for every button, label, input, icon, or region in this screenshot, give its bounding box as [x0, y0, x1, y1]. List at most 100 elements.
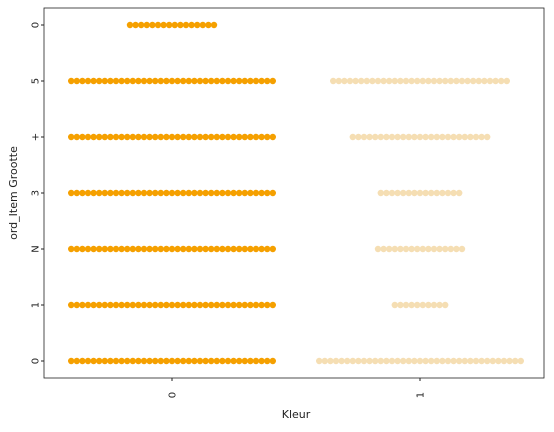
data-point	[168, 77, 176, 85]
data-point	[484, 357, 491, 365]
data-point	[96, 133, 103, 141]
data-point	[90, 245, 97, 253]
data-point	[442, 245, 449, 253]
data-point	[411, 133, 418, 141]
data-point	[408, 245, 415, 253]
data-points	[68, 21, 524, 365]
data-point	[252, 77, 260, 85]
data-point	[352, 77, 359, 85]
data-point	[194, 21, 201, 29]
data-point	[163, 245, 170, 253]
data-point	[467, 357, 474, 365]
data-point	[168, 357, 176, 365]
data-point	[132, 21, 139, 29]
data-point	[498, 77, 505, 85]
data-point	[202, 301, 209, 309]
data-point	[355, 133, 362, 141]
data-point	[383, 189, 390, 197]
data-point	[140, 245, 148, 253]
data-point	[185, 245, 192, 253]
data-point	[124, 245, 131, 253]
data-point	[90, 133, 97, 141]
data-point	[68, 357, 75, 365]
data-point	[338, 357, 345, 365]
data-point	[467, 133, 474, 141]
data-point	[152, 301, 159, 309]
data-point	[230, 245, 237, 253]
data-point	[96, 77, 103, 85]
data-point	[129, 245, 136, 253]
data-point	[478, 357, 485, 365]
data-point	[377, 189, 384, 197]
data-point	[185, 77, 192, 85]
data-point	[73, 301, 81, 309]
data-point	[135, 189, 142, 197]
data-point	[372, 357, 379, 365]
data-point	[219, 301, 226, 309]
data-point	[129, 77, 136, 85]
data-point	[442, 301, 449, 309]
data-point	[377, 133, 384, 141]
data-point	[124, 357, 131, 365]
data-point	[191, 301, 198, 309]
data-point	[349, 133, 356, 141]
data-point	[101, 357, 109, 365]
data-point	[174, 77, 181, 85]
data-point	[247, 301, 254, 309]
data-point	[208, 189, 215, 197]
data-point	[394, 133, 401, 141]
data-point	[241, 133, 248, 141]
data-point	[383, 133, 390, 141]
data-point	[208, 245, 215, 253]
data-point	[230, 189, 237, 197]
data-point	[236, 301, 243, 309]
data-point	[84, 357, 92, 365]
data-point	[202, 245, 209, 253]
data-point	[391, 301, 398, 309]
data-point	[447, 245, 454, 253]
data-point	[321, 357, 328, 365]
data-point	[191, 133, 198, 141]
data-point	[154, 21, 162, 29]
data-point	[90, 77, 97, 85]
data-point	[129, 357, 136, 365]
data-point	[422, 189, 429, 197]
data-point	[425, 301, 432, 309]
data-point	[422, 357, 429, 365]
data-point	[219, 357, 226, 365]
data-point	[208, 301, 215, 309]
data-point	[332, 357, 340, 365]
data-point	[124, 133, 131, 141]
data-point	[166, 21, 173, 29]
data-point	[224, 357, 232, 365]
data-point	[68, 245, 75, 253]
data-point	[433, 133, 440, 141]
data-point	[143, 21, 150, 29]
data-point	[135, 301, 142, 309]
data-point	[196, 357, 204, 365]
data-point	[191, 245, 198, 253]
data-point	[247, 189, 254, 197]
y-tick-label: N	[31, 245, 42, 252]
data-point	[191, 357, 198, 365]
y-tick-label: 0	[31, 358, 42, 364]
data-point	[224, 245, 232, 253]
y-tick-label: 1	[31, 302, 42, 308]
data-point	[436, 245, 443, 253]
data-point	[414, 301, 421, 309]
data-point	[96, 301, 103, 309]
data-point	[79, 77, 86, 85]
data-point	[492, 77, 499, 85]
data-point	[444, 357, 452, 365]
data-point	[450, 189, 457, 197]
data-point	[400, 357, 407, 365]
data-point	[112, 133, 120, 141]
data-point	[101, 77, 109, 85]
data-point	[258, 189, 265, 197]
data-point	[126, 21, 134, 29]
data-point	[68, 301, 75, 309]
data-point	[439, 133, 446, 141]
y-tick-label: 3	[31, 190, 42, 196]
data-point	[363, 77, 370, 85]
data-point	[224, 189, 232, 197]
